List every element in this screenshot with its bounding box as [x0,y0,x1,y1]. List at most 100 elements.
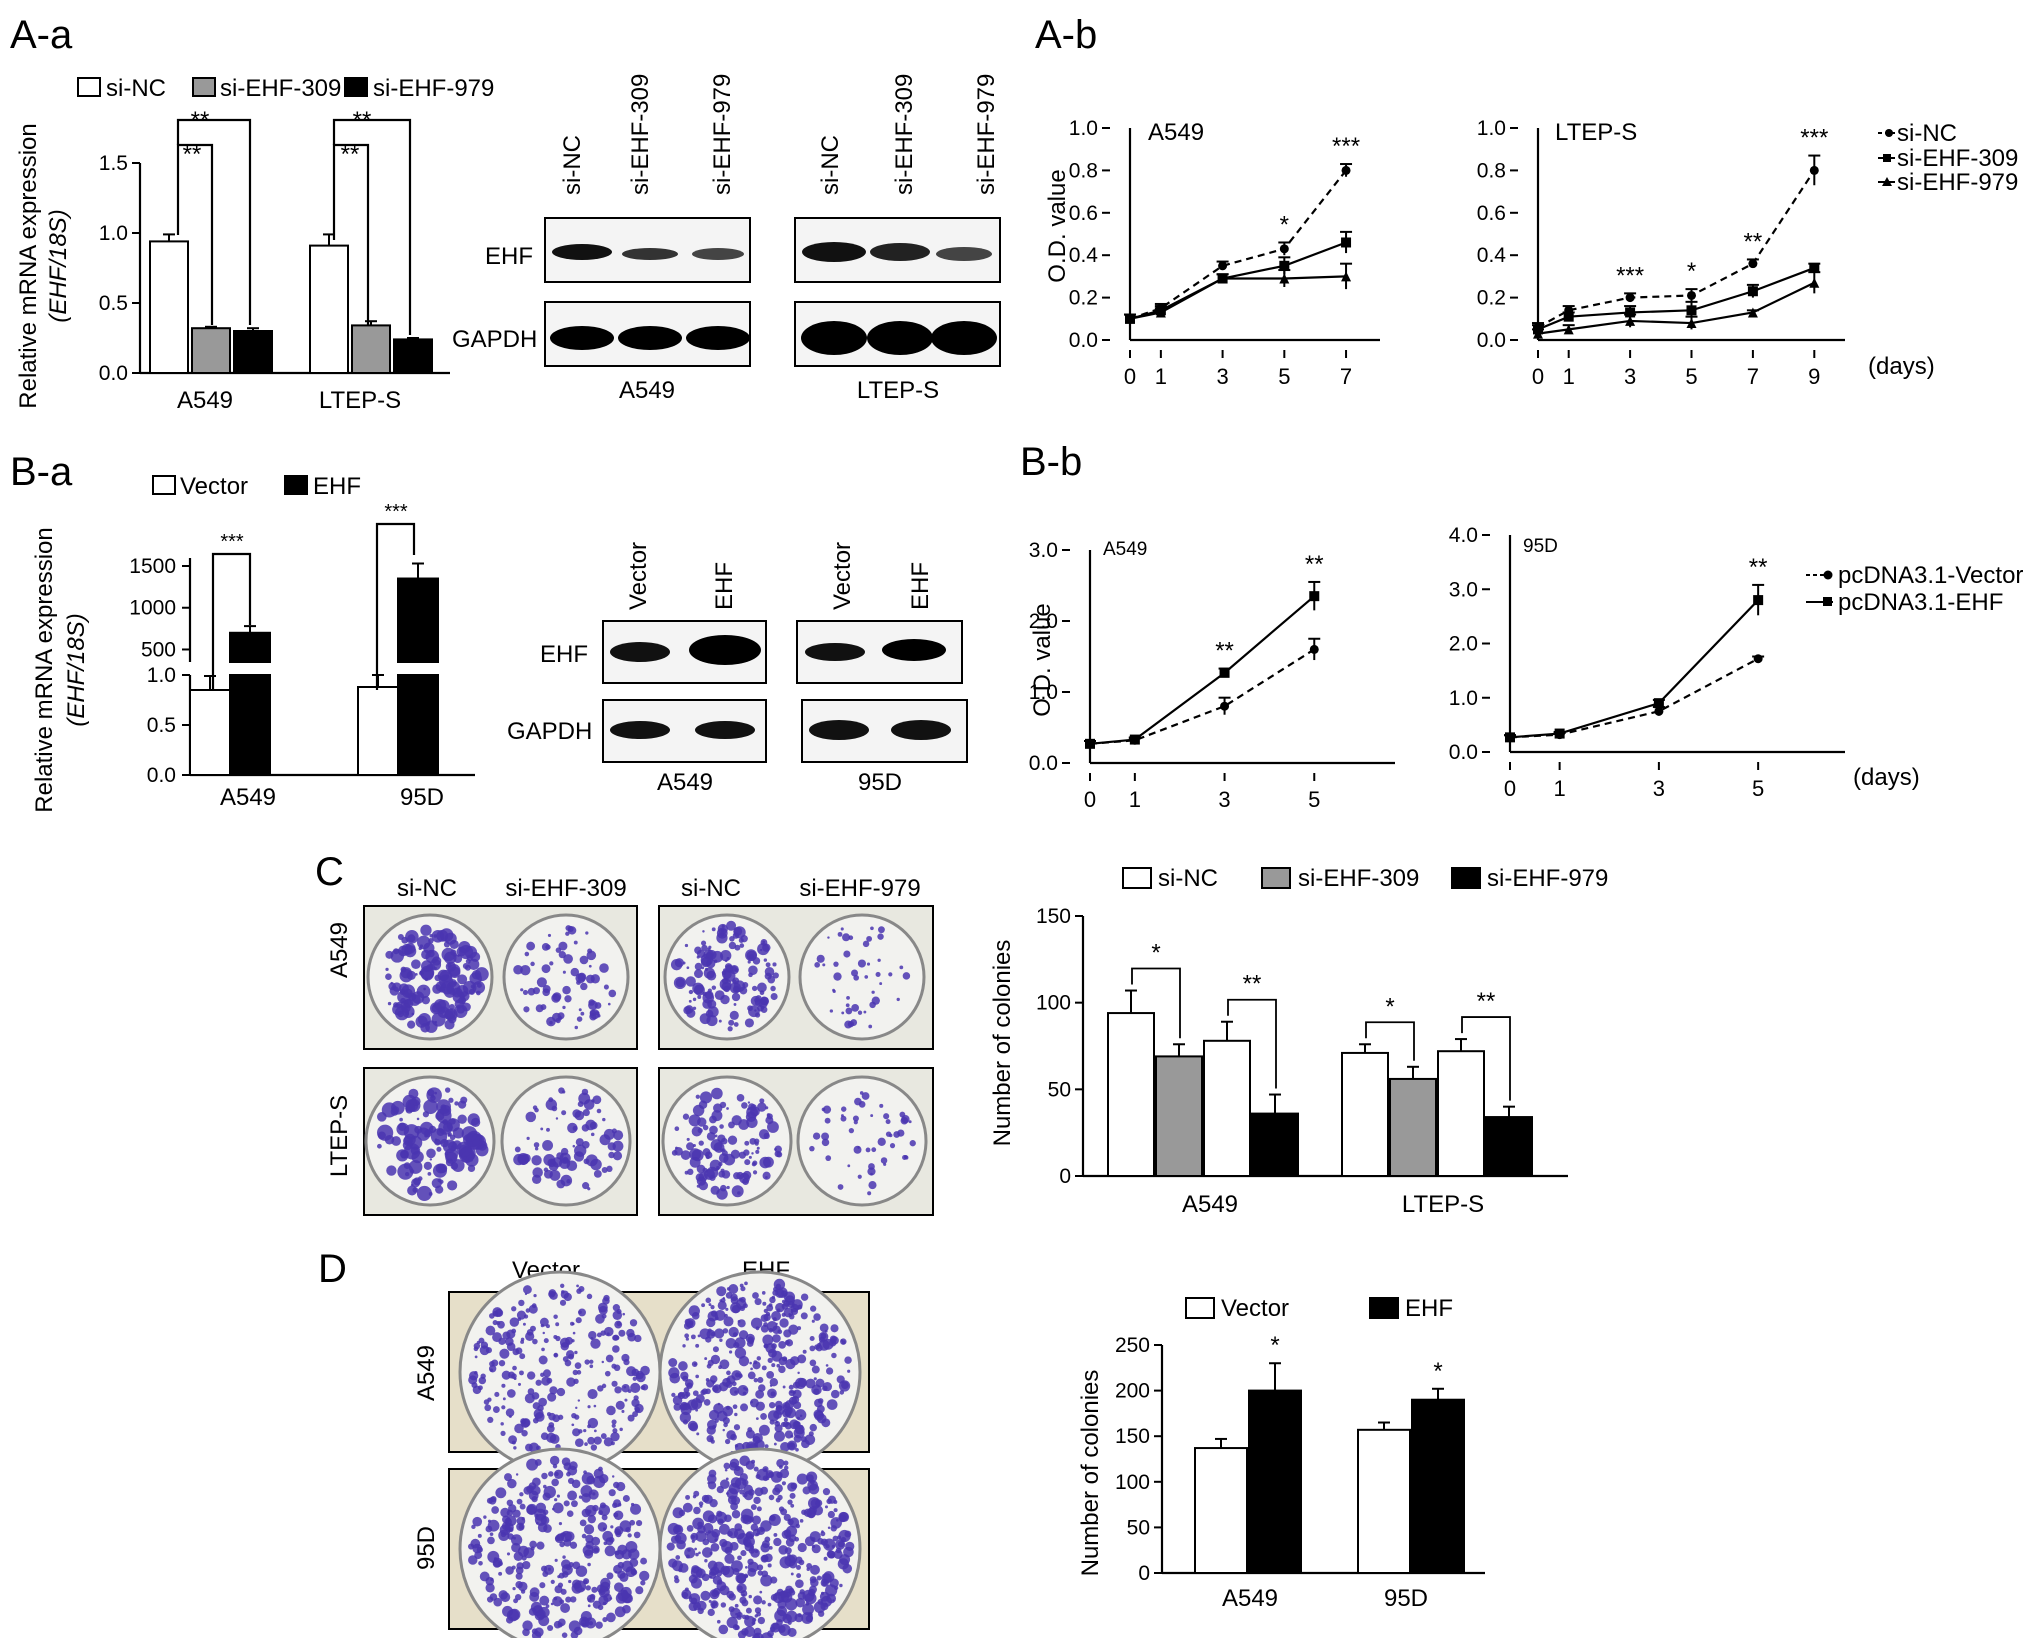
legend-swatch-si-EHF-979 [344,77,368,97]
colony [684,1379,694,1388]
colony [580,982,588,991]
colony [547,1624,554,1632]
blot-band [809,720,869,740]
y-tick-label: 1.0 [147,664,176,687]
colony [554,1471,559,1477]
colony [801,1509,807,1515]
colony [733,1424,741,1431]
legend-swatch-si-EHF-309 [1261,867,1291,889]
colony [531,1155,542,1166]
colony [718,1523,730,1535]
colony [407,1020,416,1029]
colony [492,1406,500,1413]
colony [536,977,547,988]
colony [744,1159,751,1166]
colony [526,1371,536,1380]
colony [705,1388,711,1395]
colony [606,1405,616,1416]
colony [750,1548,760,1558]
colony [688,1596,693,1600]
x-tick-label: 0 [1504,776,1516,801]
series-line-pcDNA3.1-Vector [1089,648,1315,745]
colony [583,1429,587,1433]
colony [538,1355,548,1365]
colony [888,972,893,977]
colony [630,1503,642,1515]
colony [756,1146,760,1150]
colony [448,979,457,988]
colony [701,1303,706,1308]
colony [728,1019,735,1026]
colony [577,1399,581,1402]
bar-ehf-upper [229,631,271,663]
colony [759,1156,771,1169]
colony [611,1419,617,1425]
colony [742,1492,748,1498]
x-tick-label: 3 [1216,364,1228,389]
colony [541,964,551,974]
colony [627,1414,635,1422]
colony [726,1488,738,1500]
colony [491,1506,500,1514]
colony [441,947,456,962]
bar-Vector [1357,1428,1411,1575]
data-point [1753,595,1764,606]
colony [761,1291,766,1295]
colony [797,1377,808,1388]
colony [519,1492,524,1497]
colony [592,1095,602,1105]
colony [469,1371,479,1381]
colony [779,1318,789,1328]
legend-label: pcDNA3.1-EHF [1838,589,2003,616]
data-point [1309,644,1319,654]
colony [708,945,712,949]
colony [740,1550,747,1557]
colony [565,1350,575,1359]
colony [498,1337,506,1345]
colony [750,1317,763,1329]
colony [565,931,570,936]
colony [749,1534,754,1539]
bar-si-NC [1203,1039,1251,1178]
y-tick-label: 0.2 [1477,287,1506,310]
blot-cell-label: LTEP-S [857,377,939,404]
colony [535,1502,547,1514]
bar-si-EHF-309 [1389,1077,1437,1178]
colony [416,1117,420,1121]
colony [816,1413,827,1424]
colony [864,975,869,979]
colony [539,1582,546,1589]
colony [535,1445,541,1451]
colony [517,1545,529,1557]
bar-si-EHF-309 [351,324,391,374]
colony [531,1496,538,1503]
colony [620,1586,632,1599]
colony [767,1563,772,1568]
colony [681,1589,692,1600]
colony [717,1134,726,1143]
colony [871,990,875,994]
colony [823,1556,828,1561]
colony [810,1305,817,1312]
colony [781,1481,786,1486]
data-point [1686,318,1697,329]
colony [750,1504,757,1511]
sig-mark: ** [1215,638,1234,665]
y-tick-label: 0.4 [1069,244,1099,267]
colony [783,1307,794,1318]
colony [587,1436,595,1445]
colony [763,958,768,962]
bar-ehf-lower [229,674,271,776]
colony [813,1388,820,1395]
colony [702,1547,713,1558]
colony [762,940,766,944]
panel-label-Ab: A-b [1035,13,1097,57]
colony [812,1505,824,1516]
colony [756,1564,764,1571]
colony [569,1541,578,1549]
colony [525,1111,537,1123]
colony [505,1408,515,1417]
colony [870,1172,873,1176]
colony [738,1297,743,1302]
colony [487,1519,500,1532]
